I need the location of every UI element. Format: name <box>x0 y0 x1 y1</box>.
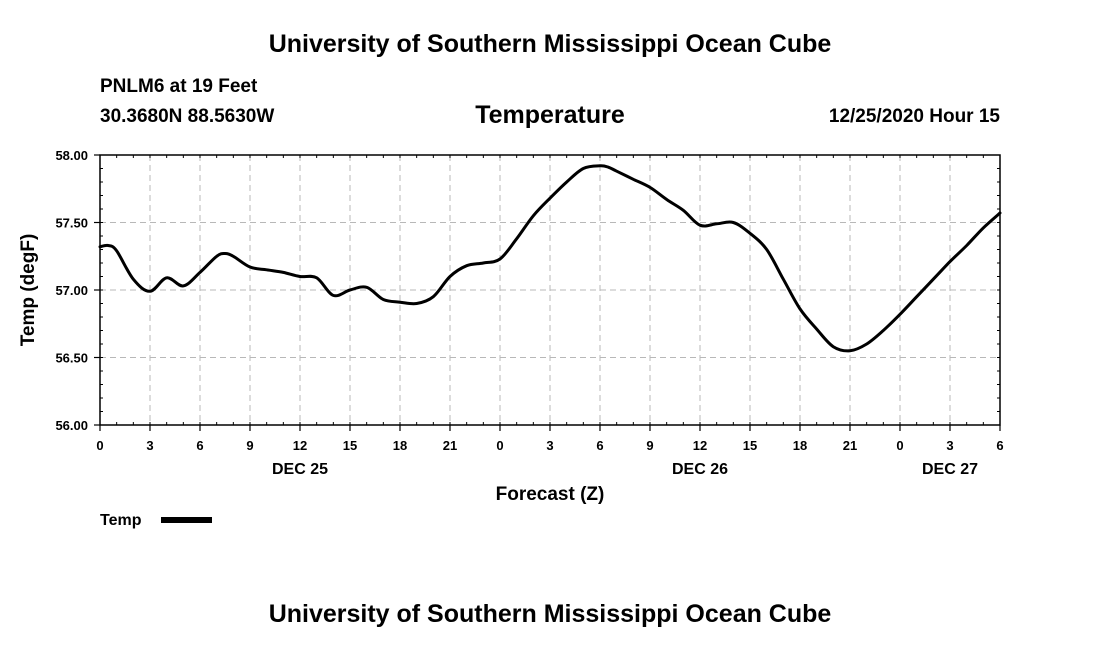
data-point <box>182 284 185 287</box>
data-point <box>549 197 552 200</box>
data-point <box>565 181 568 184</box>
data-point <box>515 237 518 240</box>
data-point <box>199 271 202 274</box>
data-point <box>999 212 1002 215</box>
data-point <box>699 224 702 227</box>
grid-lines <box>100 155 1000 425</box>
data-point <box>765 248 768 251</box>
data-point <box>149 290 152 293</box>
y-axis-label: Temp (degF) <box>18 234 39 347</box>
data-point <box>99 245 102 248</box>
x-tick-label: 15 <box>343 438 357 453</box>
legend-label-temp: Temp <box>100 512 142 529</box>
x-tick-label: 3 <box>146 438 153 453</box>
data-point <box>965 244 968 247</box>
x-tick-label: 9 <box>246 438 253 453</box>
data-point <box>415 302 418 305</box>
chart-title: Temperature <box>475 101 625 129</box>
data-point <box>532 214 535 217</box>
x-tick-label: 15 <box>743 438 757 453</box>
data-point <box>815 328 818 331</box>
x-axis-label: Forecast (Z) <box>496 484 605 505</box>
data-point <box>382 298 385 301</box>
data-point <box>607 166 610 169</box>
series-line-temp <box>98 164 1002 353</box>
data-point <box>249 266 252 269</box>
data-point <box>399 301 402 304</box>
x-tick-label: 0 <box>96 438 103 453</box>
data-point <box>224 252 227 255</box>
station-label: PNLM6 at 19 Feet <box>100 76 258 97</box>
data-point <box>849 349 852 352</box>
x-tick-label: 18 <box>793 438 807 453</box>
data-point <box>799 307 802 310</box>
y-tick-label: 58.00 <box>55 148 88 163</box>
data-point <box>499 257 502 260</box>
data-point <box>682 209 685 212</box>
x-tick-label: 0 <box>496 438 503 453</box>
x-tick-label: 6 <box>996 438 1003 453</box>
data-point <box>715 222 718 225</box>
data-point <box>365 286 368 289</box>
data-point <box>615 170 618 173</box>
datetime-label: 12/25/2020 Hour 15 <box>828 106 1000 127</box>
x-tick-label: 9 <box>646 438 653 453</box>
data-point <box>299 275 302 278</box>
day-label: DEC 26 <box>672 461 728 478</box>
axis-ticks <box>94 154 1001 431</box>
data-point <box>315 276 318 279</box>
data-point <box>599 164 602 167</box>
x-tick-label: 3 <box>946 438 953 453</box>
location-label: 30.3680N 88.5630W <box>100 106 275 127</box>
data-point <box>449 275 452 278</box>
data-point <box>899 313 902 316</box>
x-tick-label: 3 <box>546 438 553 453</box>
top-title: University of Southern Mississippi Ocean… <box>268 30 832 58</box>
data-point <box>265 268 268 271</box>
data-point <box>915 295 918 298</box>
data-point <box>632 178 635 181</box>
x-tick-label: 12 <box>293 438 307 453</box>
data-point <box>749 232 752 235</box>
data-point <box>949 260 952 263</box>
data-point <box>432 295 435 298</box>
y-tick-label: 57.50 <box>55 216 88 231</box>
data-point <box>349 289 352 292</box>
data-point <box>882 329 885 332</box>
x-tick-label: 21 <box>843 438 857 453</box>
data-point <box>865 343 868 346</box>
data-point <box>782 278 785 281</box>
data-point <box>132 278 135 281</box>
data-point <box>215 255 218 258</box>
x-tick-label: 0 <box>896 438 903 453</box>
tick-labels: 58.00 57.50 57.00 56.50 56.00 0 3 6 9 12 15 18 21 0 3 6… <box>55 148 1003 478</box>
data-point <box>107 244 110 247</box>
data-point <box>165 276 168 279</box>
data-point <box>465 264 468 267</box>
x-tick-label: 6 <box>596 438 603 453</box>
x-tick-label: 21 <box>443 438 457 453</box>
y-tick-label: 56.00 <box>55 418 88 433</box>
data-point <box>482 262 485 265</box>
data-point <box>932 278 935 281</box>
data-point <box>232 255 235 258</box>
data-point <box>665 198 668 201</box>
data-point <box>649 186 652 189</box>
data-point <box>115 249 118 252</box>
x-tick-label: 12 <box>693 438 707 453</box>
data-point <box>832 345 835 348</box>
day-label: DEC 27 <box>922 461 978 478</box>
y-tick-label: 56.50 <box>55 351 88 366</box>
day-label: DEC 25 <box>272 461 328 478</box>
data-point <box>732 221 735 224</box>
data-point <box>982 226 985 229</box>
data-point <box>582 167 585 170</box>
x-tick-label: 6 <box>196 438 203 453</box>
data-point <box>282 271 285 274</box>
y-tick-label: 57.00 <box>55 283 88 298</box>
x-tick-label: 18 <box>393 438 407 453</box>
data-point <box>332 294 335 297</box>
bottom-title: University of Southern Mississippi Ocean… <box>268 600 832 628</box>
